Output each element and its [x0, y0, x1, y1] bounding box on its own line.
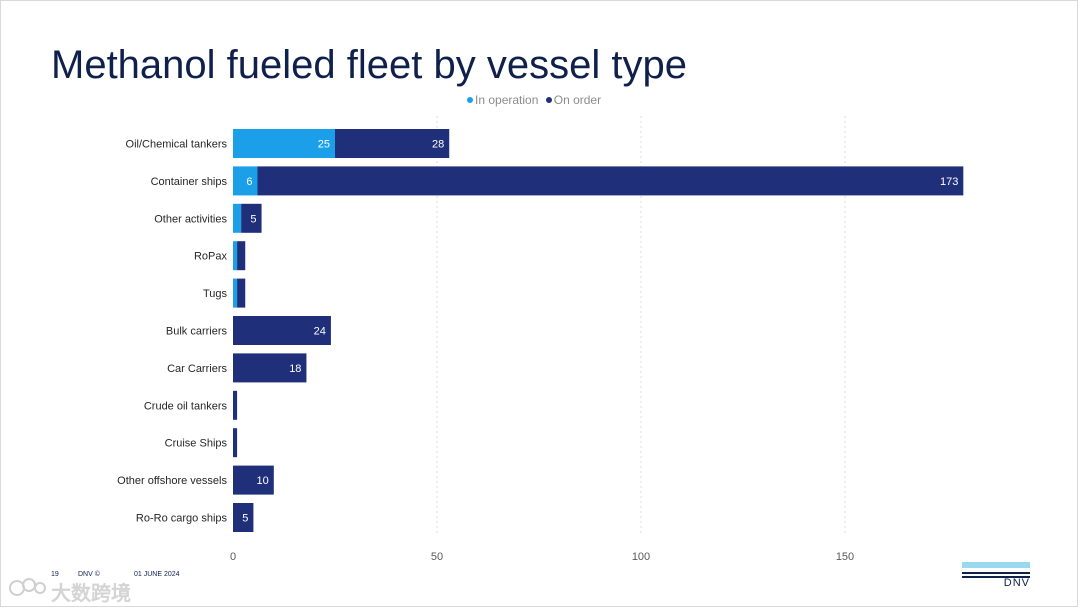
- data-label-in-operation: 25: [318, 139, 330, 151]
- category-label: Cruise Ships: [165, 438, 228, 450]
- dnv-logo-text: DNV: [1003, 577, 1030, 589]
- category-label: Oil/Chemical tankers: [126, 139, 228, 151]
- footer-page-number: 19: [51, 571, 59, 578]
- data-label-on-order: 28: [432, 139, 444, 151]
- data-label-in-operation: 6: [246, 176, 252, 188]
- data-label-on-order: 5: [250, 213, 256, 225]
- bar-on-order: [233, 428, 238, 458]
- bar-on-order: [257, 166, 964, 196]
- bar-in-operation: [233, 241, 238, 271]
- bar-in-operation: [233, 278, 238, 308]
- bar-in-operation: [233, 129, 335, 158]
- x-tick-label-0: 0: [230, 551, 236, 563]
- x-tick-label-150: 150: [836, 551, 854, 563]
- footer-date: 01 JUNE 2024: [134, 571, 180, 578]
- bar-on-order: [233, 316, 331, 345]
- x-tick-label-100: 100: [632, 551, 650, 563]
- bar-in-operation: [233, 203, 242, 233]
- bar-on-order: [241, 203, 262, 233]
- category-label: Bulk carriers: [166, 326, 228, 338]
- x-tick-label-50: 50: [431, 551, 443, 563]
- category-label: Crude oil tankers: [144, 400, 228, 412]
- data-label-on-order: 173: [940, 176, 958, 188]
- category-label: Container ships: [151, 176, 228, 188]
- watermark-text: 大数跨境: [51, 581, 131, 605]
- category-label: Other offshore vessels: [117, 475, 227, 487]
- category-label: Other activities: [154, 213, 227, 225]
- legend-label-on-order: On order: [553, 93, 602, 107]
- legend-dot-in-operation: [467, 97, 473, 103]
- bar-on-order: [237, 241, 246, 271]
- bar-on-order: [233, 503, 254, 532]
- legend-label-in-operation: In operation: [475, 93, 539, 107]
- footer-brand: DNV ©: [78, 571, 100, 578]
- bar-on-order: [237, 278, 246, 308]
- data-label-on-order: 18: [289, 363, 301, 375]
- data-label-on-order: 24: [314, 326, 326, 338]
- bar-on-order: [335, 129, 450, 158]
- page-title: Methanol fueled fleet by vessel type: [51, 43, 687, 87]
- data-label-on-order: 10: [257, 475, 269, 487]
- category-label: Car Carriers: [167, 363, 227, 375]
- dnv-logo: DNV: [962, 562, 1030, 592]
- bar-in-operation: [233, 166, 258, 196]
- legend-on-order: On order: [545, 93, 602, 107]
- bar-on-order: [233, 353, 307, 383]
- bar-on-order: [233, 465, 274, 495]
- bar-on-order: [233, 390, 238, 420]
- chart-legend: In operation On order: [467, 93, 605, 107]
- legend-in-operation: In operation: [467, 93, 538, 107]
- category-label: RoPax: [194, 251, 228, 263]
- category-label: Tugs: [203, 288, 228, 300]
- watermark: 大数跨境: [7, 575, 147, 605]
- category-label: Ro-Ro cargo ships: [136, 513, 228, 525]
- data-label-on-order: 5: [242, 513, 248, 525]
- legend-dot-on-order: [545, 97, 552, 103]
